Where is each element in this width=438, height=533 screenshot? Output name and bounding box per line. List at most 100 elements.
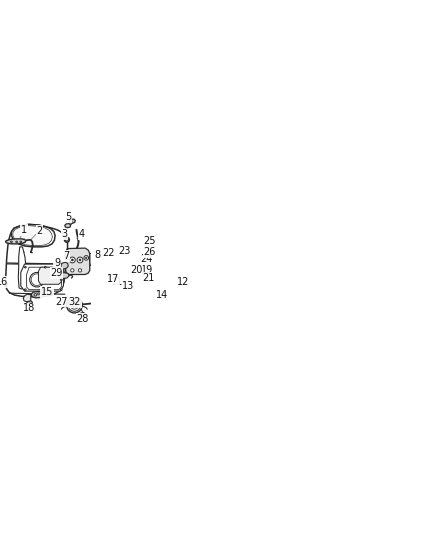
Circle shape — [68, 299, 81, 311]
Polygon shape — [6, 224, 67, 297]
Text: 3: 3 — [61, 229, 67, 239]
Text: 11: 11 — [111, 277, 124, 287]
Text: 17: 17 — [107, 274, 120, 284]
Polygon shape — [61, 262, 68, 269]
Circle shape — [45, 289, 46, 290]
Circle shape — [70, 301, 78, 309]
Circle shape — [84, 256, 88, 260]
Circle shape — [72, 303, 77, 307]
Text: 26: 26 — [144, 247, 156, 257]
Polygon shape — [141, 277, 151, 284]
Polygon shape — [126, 270, 137, 276]
Circle shape — [71, 259, 73, 261]
Polygon shape — [151, 243, 155, 247]
Polygon shape — [101, 279, 106, 284]
Polygon shape — [90, 253, 96, 265]
Text: 2: 2 — [36, 225, 42, 236]
Text: 7: 7 — [64, 251, 70, 261]
Polygon shape — [31, 292, 42, 298]
Text: 13: 13 — [122, 281, 134, 291]
Circle shape — [71, 269, 74, 272]
Polygon shape — [150, 253, 155, 258]
Circle shape — [117, 280, 120, 282]
Circle shape — [142, 261, 145, 263]
Circle shape — [78, 269, 81, 272]
Circle shape — [5, 284, 8, 286]
Polygon shape — [65, 248, 90, 274]
Polygon shape — [5, 239, 26, 244]
Polygon shape — [69, 219, 75, 223]
Circle shape — [25, 266, 26, 268]
Polygon shape — [27, 301, 32, 305]
Circle shape — [64, 237, 69, 243]
Circle shape — [125, 285, 127, 287]
Circle shape — [77, 257, 83, 263]
Circle shape — [20, 241, 21, 243]
Circle shape — [30, 272, 44, 287]
Polygon shape — [116, 248, 123, 251]
Polygon shape — [137, 258, 150, 265]
Circle shape — [4, 283, 7, 287]
Text: 25: 25 — [143, 236, 155, 246]
Circle shape — [85, 257, 87, 259]
Circle shape — [125, 281, 127, 283]
Text: 8: 8 — [95, 250, 101, 260]
Circle shape — [60, 266, 62, 268]
Text: 6: 6 — [108, 273, 114, 284]
Polygon shape — [141, 241, 151, 248]
Polygon shape — [65, 223, 71, 228]
Text: 19: 19 — [141, 265, 154, 274]
Polygon shape — [151, 278, 155, 284]
Text: 29: 29 — [50, 268, 63, 278]
Circle shape — [37, 293, 39, 295]
Circle shape — [79, 259, 81, 261]
Polygon shape — [13, 225, 53, 246]
Circle shape — [67, 297, 82, 313]
Text: 12: 12 — [177, 277, 190, 287]
Circle shape — [60, 289, 62, 290]
Circle shape — [95, 257, 98, 260]
Text: 21: 21 — [142, 273, 155, 283]
Text: 20: 20 — [130, 265, 142, 274]
Text: 22: 22 — [102, 248, 115, 257]
Circle shape — [127, 286, 130, 288]
Circle shape — [5, 284, 7, 286]
Text: 32: 32 — [69, 297, 81, 307]
Circle shape — [16, 241, 18, 243]
Polygon shape — [112, 249, 128, 260]
Polygon shape — [80, 312, 85, 317]
Circle shape — [11, 241, 12, 243]
Polygon shape — [121, 279, 134, 290]
Circle shape — [31, 274, 43, 286]
Polygon shape — [141, 252, 151, 259]
Polygon shape — [11, 224, 55, 247]
Polygon shape — [21, 264, 64, 291]
Text: 1: 1 — [21, 225, 27, 235]
Circle shape — [65, 238, 68, 241]
Circle shape — [34, 294, 37, 296]
Polygon shape — [137, 270, 150, 277]
Circle shape — [69, 257, 75, 263]
Circle shape — [45, 266, 46, 268]
Polygon shape — [102, 253, 108, 258]
Text: 27: 27 — [55, 296, 67, 306]
Polygon shape — [23, 294, 31, 302]
Text: 23: 23 — [118, 246, 131, 256]
Circle shape — [142, 272, 145, 274]
Polygon shape — [116, 260, 122, 263]
Text: 16: 16 — [0, 277, 8, 287]
Circle shape — [60, 279, 62, 280]
Text: 15: 15 — [41, 287, 53, 297]
Polygon shape — [27, 267, 62, 289]
Text: 28: 28 — [77, 314, 89, 324]
Polygon shape — [59, 273, 69, 279]
Text: 9: 9 — [54, 257, 60, 268]
Polygon shape — [18, 247, 26, 289]
Text: 14: 14 — [156, 290, 169, 301]
Text: 18: 18 — [23, 303, 35, 313]
Polygon shape — [39, 267, 62, 284]
Text: 24: 24 — [141, 254, 153, 264]
Circle shape — [25, 289, 26, 290]
Text: 5: 5 — [65, 212, 72, 222]
Text: 4: 4 — [79, 229, 85, 239]
